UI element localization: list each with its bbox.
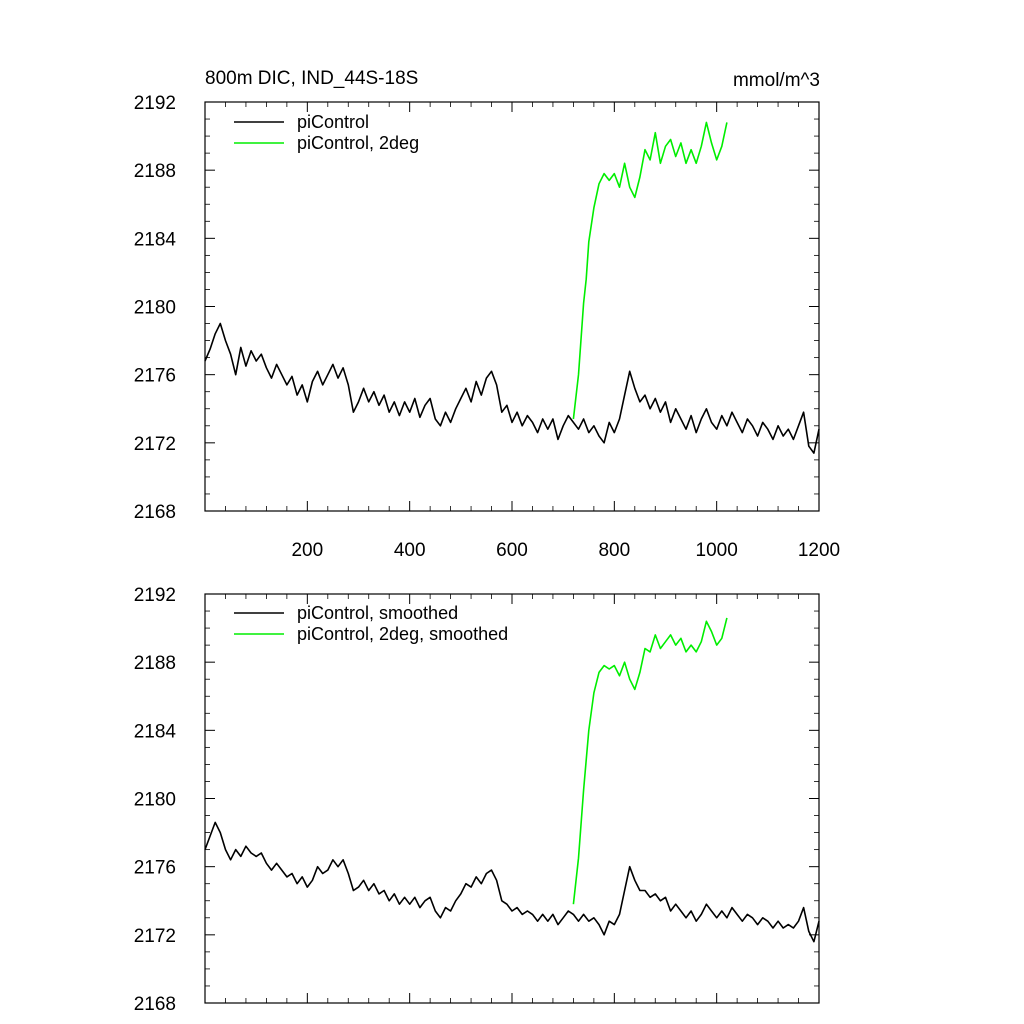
y-tick-label: 2176 — [134, 366, 176, 387]
x-tick-label: 400 — [394, 540, 426, 561]
y-tick-label: 2188 — [134, 653, 176, 674]
axis-ticks: 2168 2172 2176 2180 2184 2188 2192 — [134, 585, 820, 1015]
plot-frame — [204, 593, 820, 1004]
y-tick-label: 2184 — [134, 721, 177, 742]
axis-ticks: 2168 2172 2176 2180 2184 2188 2192 200 400 600 800… — [134, 93, 840, 561]
series-lines — [204, 617, 820, 943]
bottom-panel: 2168 2172 2176 2180 2184 2188 2192 piControl, … — [134, 585, 820, 1015]
x-tick-label: 600 — [496, 540, 528, 561]
x-tick-label: 1200 — [798, 540, 840, 561]
series-lines — [204, 121, 820, 454]
x-tick-label: 200 — [291, 540, 323, 561]
legend: piControl piControl, 2deg — [234, 112, 419, 153]
y-tick-label: 2176 — [134, 858, 176, 879]
plot-frame — [204, 101, 820, 512]
y-tick-label: 2192 — [134, 585, 176, 606]
y-tick-label: 2168 — [134, 994, 176, 1015]
y-tick-label: 2180 — [134, 298, 176, 319]
legend-label-picontrol-smoothed: piControl, smoothed — [297, 603, 458, 623]
units-label: mmol/m^3 — [733, 70, 820, 91]
series-line-0 — [204, 322, 820, 454]
y-tick-label: 2188 — [134, 161, 176, 182]
series-line-1 — [572, 121, 728, 420]
y-tick-label: 2180 — [134, 790, 176, 811]
chart-title: 800m DIC, IND_44S-18S — [205, 68, 418, 89]
y-tick-label: 2172 — [134, 434, 176, 455]
legend-label-picontrol-2deg-smoothed: piControl, 2deg, smoothed — [297, 624, 508, 644]
top-panel: 800m DIC, IND_44S-18S mmol/m^3 216821722… — [134, 68, 840, 561]
y-tick-label: 2192 — [134, 93, 176, 114]
y-tick-label: 2168 — [134, 502, 176, 523]
legend-label-picontrol-2deg: piControl, 2deg — [297, 133, 419, 153]
series-line-0 — [204, 821, 820, 943]
x-tick-label: 800 — [598, 540, 630, 561]
series-line-1 — [572, 617, 728, 905]
x-tick-label: 1000 — [696, 540, 738, 561]
legend: piControl, smoothed piControl, 2deg, smo… — [234, 603, 508, 644]
y-tick-label: 2184 — [134, 229, 177, 250]
legend-label-picontrol: piControl — [297, 112, 369, 132]
y-tick-label: 2172 — [134, 926, 176, 947]
